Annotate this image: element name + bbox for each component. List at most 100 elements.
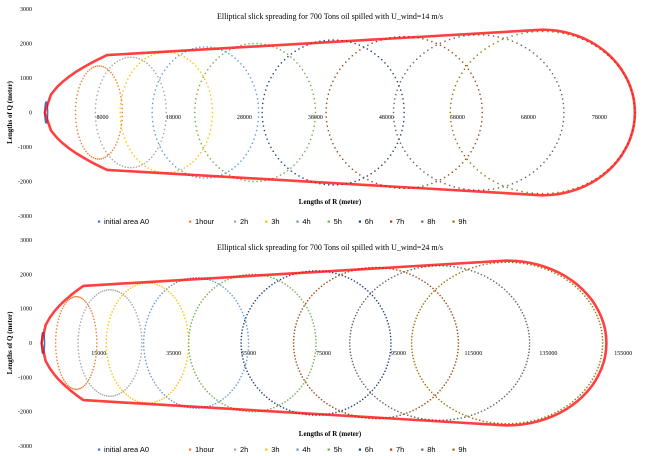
data-point xyxy=(521,190,523,193)
data-point xyxy=(536,55,538,57)
data-point xyxy=(135,372,137,374)
data-point xyxy=(80,318,83,320)
data-point xyxy=(147,314,150,317)
data-point xyxy=(556,142,558,144)
data-point xyxy=(330,138,332,141)
legend-marker xyxy=(390,448,393,451)
data-point xyxy=(132,56,135,59)
data-point xyxy=(569,403,571,405)
data-point xyxy=(448,38,451,41)
data-point xyxy=(187,331,189,333)
data-point xyxy=(356,402,359,404)
data-point xyxy=(428,389,431,391)
data-point xyxy=(451,93,454,96)
data-point xyxy=(161,392,163,394)
data-point xyxy=(379,400,381,402)
data-point xyxy=(500,422,503,425)
data-point xyxy=(102,157,105,159)
data-point xyxy=(289,287,291,289)
data-point xyxy=(439,181,442,183)
data-point xyxy=(486,263,488,265)
data-point xyxy=(307,309,310,312)
data-point xyxy=(482,34,485,36)
data-point xyxy=(550,413,553,416)
data-point xyxy=(326,98,329,100)
data-point xyxy=(399,81,402,83)
data-point xyxy=(381,376,383,378)
data-point xyxy=(242,326,244,328)
data-point xyxy=(212,280,214,282)
data-point xyxy=(306,44,308,46)
data-point xyxy=(456,80,459,83)
data-point xyxy=(248,43,250,45)
data-point xyxy=(467,154,470,157)
data-point xyxy=(389,355,391,357)
data-point xyxy=(241,372,244,375)
data-point xyxy=(75,121,77,124)
data-point xyxy=(108,289,110,291)
data-point xyxy=(202,74,204,77)
data-point xyxy=(507,38,509,41)
y-tick-label: 3000 xyxy=(20,238,32,244)
data-point xyxy=(95,124,98,127)
data-point xyxy=(566,279,568,281)
data-point xyxy=(165,289,168,291)
data-point xyxy=(350,329,352,332)
data-point xyxy=(401,76,404,79)
data-point xyxy=(132,286,134,288)
data-point xyxy=(456,266,459,269)
data-point xyxy=(326,125,329,127)
data-point xyxy=(528,174,531,176)
data-point xyxy=(200,142,202,145)
y-tick-label: 1000 xyxy=(20,307,32,313)
data-point xyxy=(260,43,262,45)
data-point xyxy=(402,120,405,123)
data-point xyxy=(197,155,200,157)
data-point xyxy=(101,290,104,292)
data-point xyxy=(209,65,212,67)
data-point xyxy=(195,176,197,178)
data-point xyxy=(332,406,334,409)
data-point xyxy=(456,417,459,420)
data-point xyxy=(560,93,563,96)
data-point xyxy=(301,154,304,156)
data-point xyxy=(235,384,237,386)
data-point xyxy=(139,401,141,403)
data-point xyxy=(135,312,137,314)
data-point xyxy=(484,175,486,177)
data-point xyxy=(294,358,297,360)
data-point xyxy=(264,179,266,182)
data-point xyxy=(463,416,466,418)
data-point xyxy=(85,150,87,153)
data-point xyxy=(151,111,153,114)
data-point xyxy=(349,332,352,335)
data-point xyxy=(93,321,96,324)
data-point xyxy=(284,283,286,285)
data-point xyxy=(427,283,429,285)
data-point xyxy=(163,290,166,292)
data-point xyxy=(443,384,445,386)
data-point xyxy=(150,308,152,311)
data-point xyxy=(151,282,154,285)
data-point xyxy=(379,284,381,286)
data-point xyxy=(387,361,389,363)
data-point xyxy=(394,275,396,277)
data-point xyxy=(530,420,532,422)
data-point xyxy=(141,164,143,166)
data-point xyxy=(240,345,242,347)
data-point xyxy=(413,268,416,270)
data-point xyxy=(601,336,604,338)
data-point xyxy=(141,163,143,165)
data-point xyxy=(84,309,86,311)
data-point xyxy=(588,300,590,303)
data-point xyxy=(426,386,428,389)
data-point xyxy=(161,73,164,75)
data-point xyxy=(144,328,146,330)
data-point xyxy=(168,398,170,400)
data-point xyxy=(215,59,217,61)
data-point xyxy=(404,150,406,153)
data-point xyxy=(145,363,148,365)
data-point xyxy=(392,268,395,270)
data-point xyxy=(294,50,296,53)
data-point xyxy=(224,172,227,174)
